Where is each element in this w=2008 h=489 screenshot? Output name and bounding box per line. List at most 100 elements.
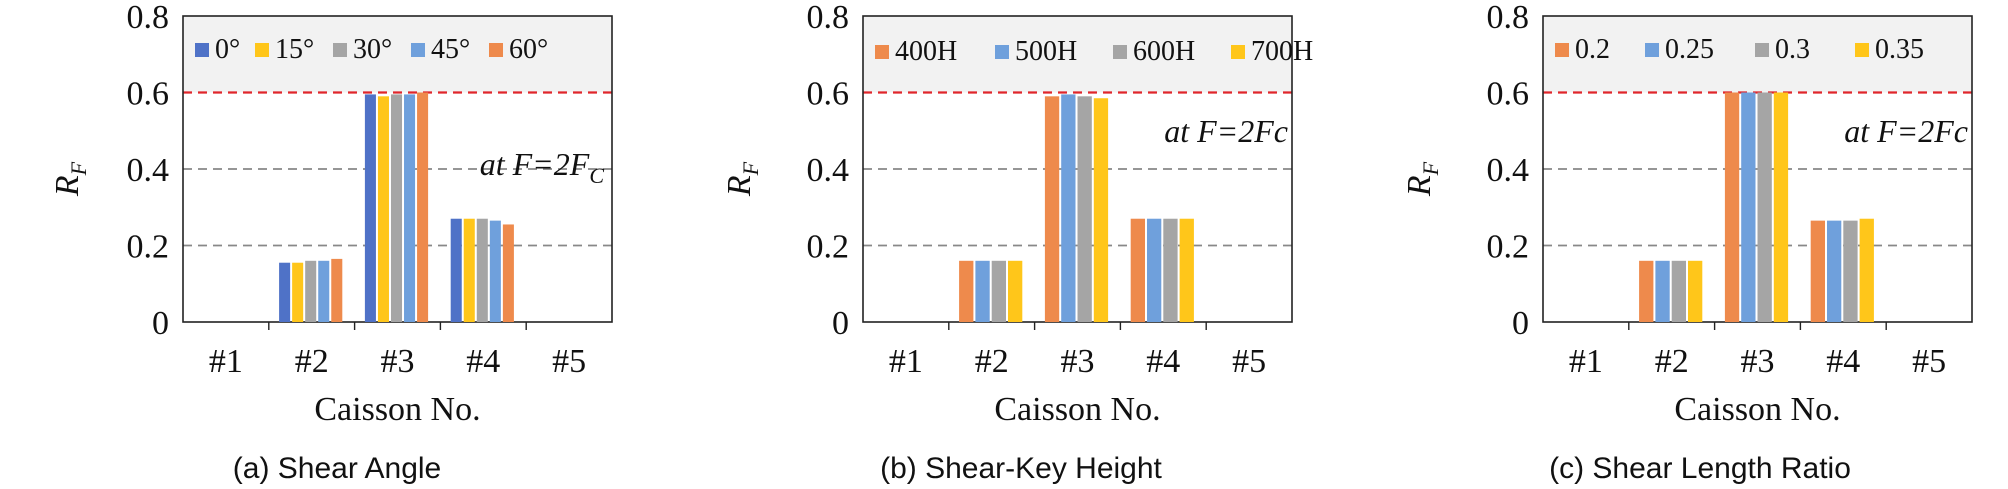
bar [1061, 94, 1076, 322]
legend-label: 60° [509, 34, 548, 65]
annotation: at F=2FC [480, 146, 605, 188]
legend-swatch [411, 43, 425, 57]
bar [476, 218, 488, 322]
bar [318, 260, 330, 322]
y-tick-label: 0.4 [1487, 152, 1530, 189]
y-tick-label: 0.4 [807, 152, 850, 189]
bar [404, 94, 416, 322]
legend-label: 15° [275, 34, 314, 65]
legend-label: 45° [431, 34, 470, 65]
bar [1655, 260, 1670, 322]
annotation-main: at F=2Fc [1164, 113, 1288, 149]
x-tick-label: #2 [975, 343, 1009, 380]
annotation-main: at F=2F [480, 146, 590, 182]
bar [1639, 260, 1654, 322]
highlight-region [183, 16, 612, 93]
legend-label: 0° [215, 34, 240, 65]
x-tick-label: #3 [381, 343, 415, 380]
x-tick-label: #1 [1569, 343, 1603, 380]
bar [331, 258, 343, 322]
x-tick-label: #5 [1232, 343, 1266, 380]
y-tick-label: 0.8 [127, 0, 170, 36]
panel-caption: (a) Shear Angle [233, 452, 441, 485]
bar [1741, 92, 1756, 322]
bar [975, 260, 990, 322]
y-tick-label: 0.2 [127, 229, 170, 266]
y-tick-label: 0.6 [127, 76, 170, 113]
annotation: at F=2Fc [1844, 113, 1968, 149]
bar [1757, 92, 1772, 322]
panel-caption: (b) Shear-Key Height [880, 452, 1162, 485]
x-tick-label: #4 [1146, 343, 1180, 380]
y-tick-label: 0.8 [807, 0, 850, 36]
legend-label: 500H [1015, 36, 1077, 67]
bar [390, 94, 403, 322]
bar [1130, 218, 1145, 322]
bar [1077, 96, 1092, 322]
x-tick-label: #5 [552, 343, 586, 380]
chart-panel-c: 0 0.2 0.4 0.6 0.8 #1 #2 #3 #4 #5 Caisson No. RF 0.2 0… [1401, 0, 1973, 485]
legend-swatch [1855, 43, 1869, 57]
x-axis-label: Caisson No. [994, 391, 1160, 428]
y-tick-label: 0 [832, 305, 849, 342]
legend-label: 400H [895, 36, 957, 67]
legend-label: 0.3 [1775, 34, 1810, 65]
x-axis-label: Caisson No. [1674, 391, 1840, 428]
legend-swatch [489, 43, 503, 57]
y-axis-label-sub: F [1418, 161, 1443, 176]
x-tick-label: #1 [209, 343, 243, 380]
bar [959, 260, 974, 322]
highlight-region [863, 16, 1292, 93]
panel-caption: (c) Shear Length Ratio [1549, 452, 1851, 485]
legend-label: 600H [1133, 36, 1195, 67]
bar [1773, 92, 1789, 322]
bar [1724, 92, 1740, 322]
bar [305, 260, 317, 322]
y-axis-label-main: R [49, 175, 86, 197]
legend-swatch [1113, 45, 1127, 59]
x-tick-label: #2 [295, 343, 329, 380]
x-tick-label: #4 [1826, 343, 1860, 380]
legend-swatch [255, 43, 269, 57]
y-tick-label: 0.6 [1487, 76, 1530, 113]
legend-swatch [995, 45, 1009, 59]
bar [1688, 260, 1703, 322]
y-tick-label: 0.8 [1487, 0, 1530, 36]
chart-panel-a: 0 0.2 0.4 0.6 0.8 #1 #2 #3 #4 #5 Caisson No. RF 0° 15… [49, 0, 613, 485]
y-axis-label: RF [721, 161, 763, 197]
bar [489, 220, 501, 322]
bar [1044, 96, 1060, 322]
bar [417, 92, 429, 322]
bar [1810, 220, 1825, 322]
bar [364, 94, 376, 322]
y-axis-label-sub: F [66, 161, 91, 176]
x-tick-label: #3 [1741, 343, 1775, 380]
legend-swatch [195, 43, 209, 57]
chart-panel-b: 0 0.2 0.4 0.6 0.8 #1 #2 #3 #4 #5 Caisson No. RF 400H… [721, 0, 1313, 485]
y-tick-label: 0.4 [127, 152, 170, 189]
legend-swatch [1755, 43, 1769, 57]
y-axis-label: RF [49, 161, 91, 197]
bar [1826, 220, 1842, 322]
bar [1163, 218, 1178, 322]
y-tick-label: 0.6 [807, 76, 850, 113]
bar [502, 224, 514, 322]
legend-label: 0.2 [1575, 34, 1610, 65]
bar [1859, 218, 1874, 322]
bar [1843, 220, 1858, 322]
legend-swatch [1231, 45, 1245, 59]
y-axis-label-main: R [1401, 175, 1438, 197]
y-tick-label: 0 [152, 305, 169, 342]
legend-swatch [333, 43, 347, 57]
y-tick-label: 0 [1512, 305, 1529, 342]
annotation-sub: C [589, 163, 604, 188]
legend-label: 0.25 [1665, 34, 1714, 65]
x-tick-label: #1 [889, 343, 923, 380]
y-axis-label: RF [1401, 161, 1443, 197]
x-tick-label: #5 [1912, 343, 1946, 380]
legend-label: 0.35 [1875, 34, 1924, 65]
y-tick-label: 0.2 [807, 229, 850, 266]
legend-swatch [875, 45, 889, 59]
bar [292, 262, 304, 322]
